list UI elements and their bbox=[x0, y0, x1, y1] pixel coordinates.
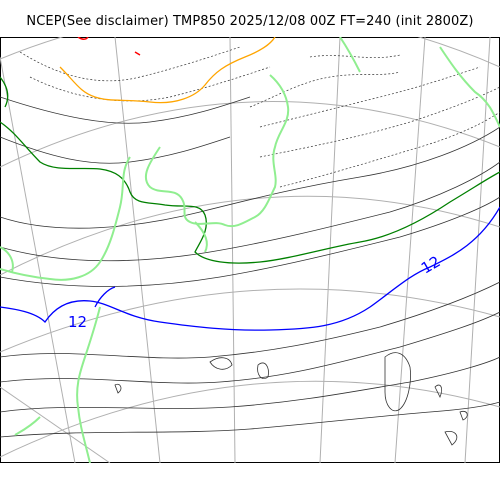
isotherm-12 bbox=[0, 206, 500, 331]
coastline bbox=[0, 37, 500, 463]
weather-map: 12 12 bbox=[0, 37, 500, 463]
dotted-contours bbox=[19, 46, 500, 188]
islands bbox=[114, 352, 468, 446]
thin-contours bbox=[0, 96, 500, 438]
map-title: NCEP(See disclaimer) TMP850 2025/12/08 0… bbox=[26, 14, 474, 29]
isotherm-zero bbox=[0, 121, 500, 264]
map-border bbox=[0, 37, 500, 463]
graticule bbox=[0, 37, 500, 463]
isotherm-minus bbox=[59, 37, 276, 104]
contour-label-12-west: 12 bbox=[68, 313, 87, 331]
red-marks bbox=[77, 37, 141, 56]
